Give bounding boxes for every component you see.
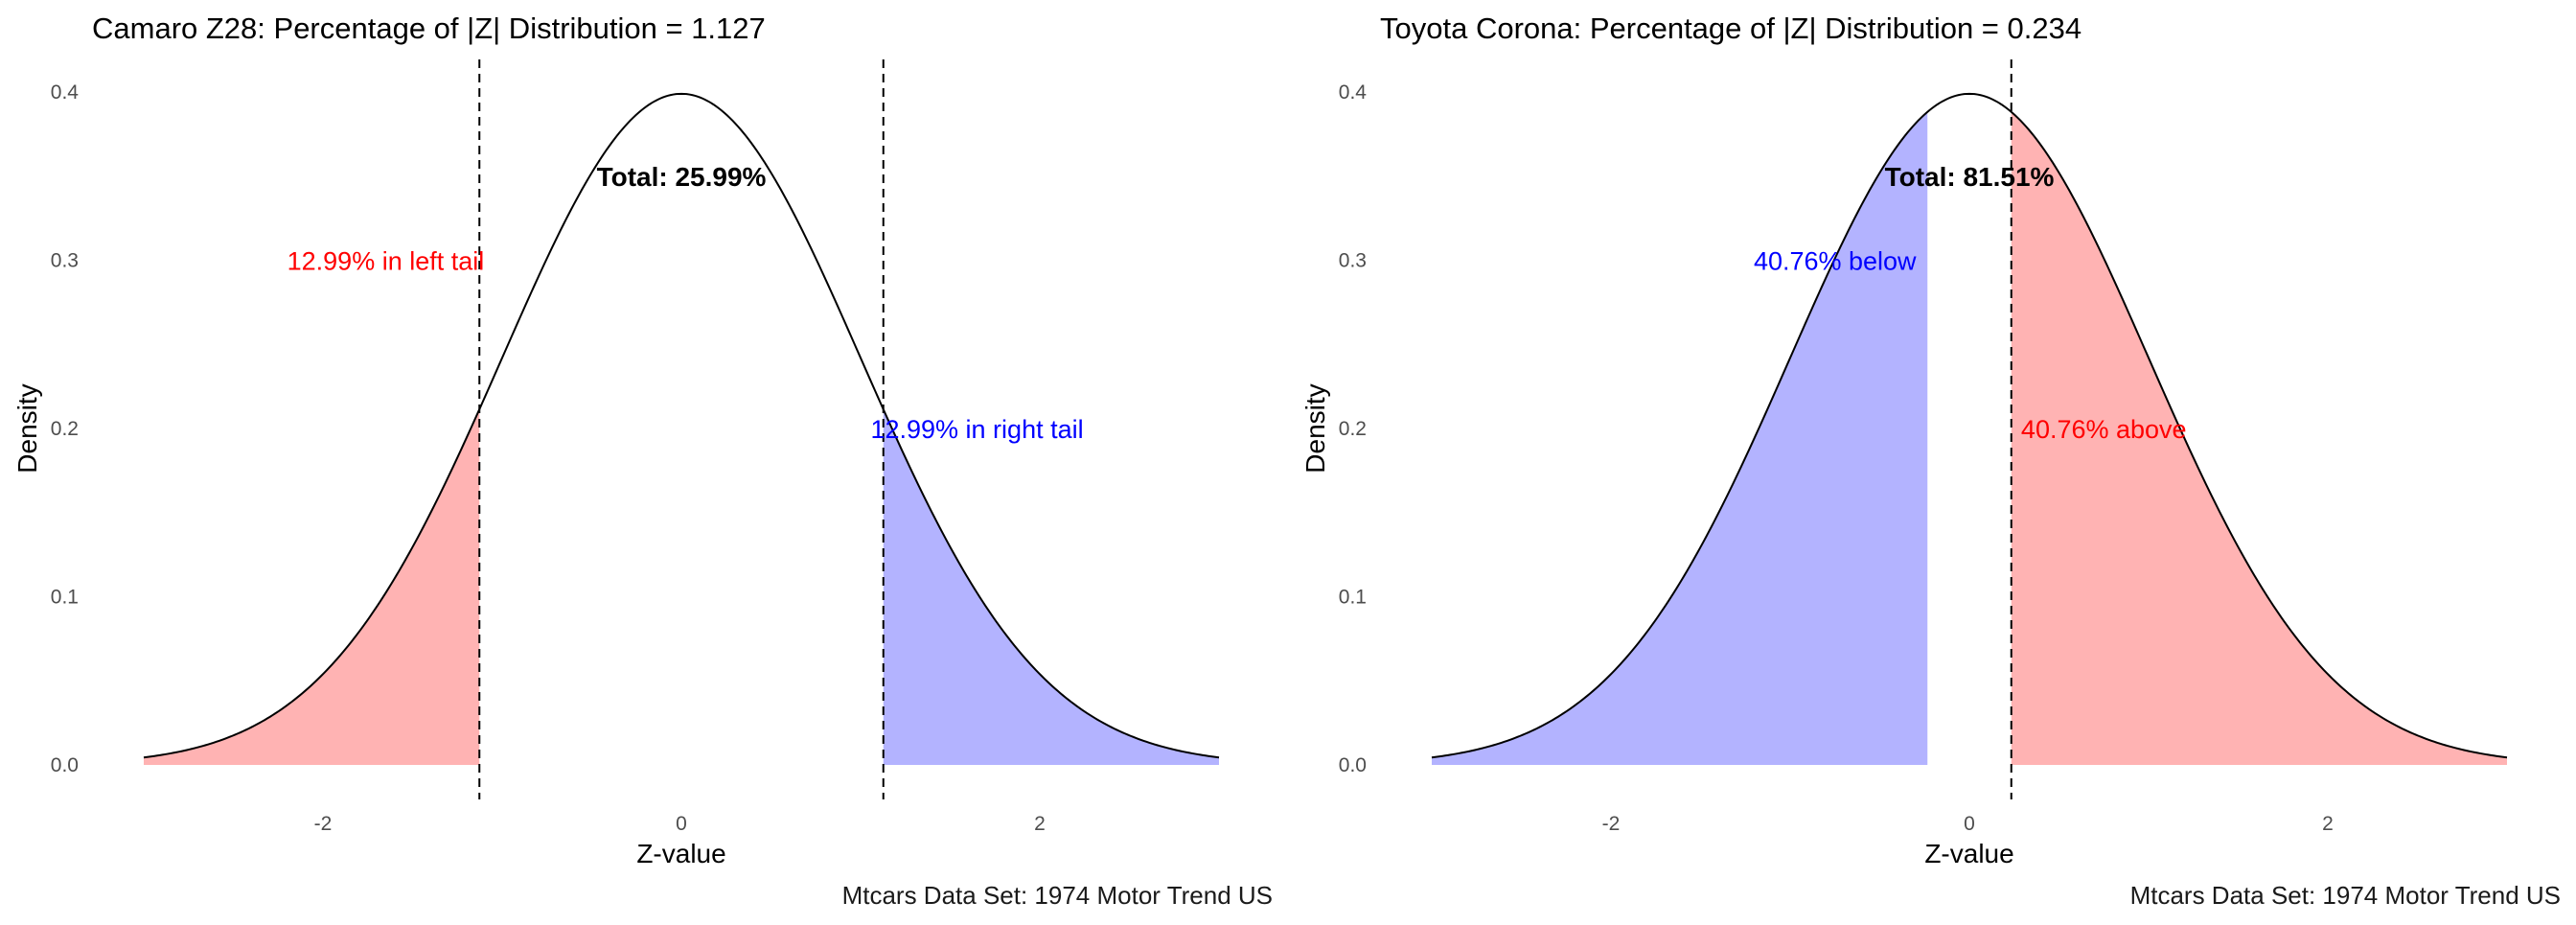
density-curve [143, 92, 1220, 759]
y-tick-label: 0.3 [1339, 250, 1367, 272]
shaded-region-2 [883, 408, 1219, 765]
chart-panel-1 [143, 59, 1220, 799]
y-axis-title: Density [1300, 383, 1330, 473]
y-tick-label: 0.3 [51, 250, 79, 272]
y-axis-title: Density [12, 383, 42, 473]
chart-title: Camaro Z28: Percentage of |Z| Distributi… [92, 12, 766, 45]
tail-annotation: 12.99% in right tail [870, 415, 1083, 444]
y-tick-label: 0.2 [51, 418, 79, 440]
y-tick-label: 0.4 [51, 81, 80, 104]
density-curve [1431, 92, 2508, 759]
total-annotation: Total: 25.99% [597, 162, 767, 192]
y-tick-label: 0.0 [51, 754, 79, 776]
x-tick-label: 0 [676, 813, 687, 835]
x-tick-label: 2 [1034, 813, 1046, 835]
chart-caption: Mtcars Data Set: 1974 Motor Trend US [842, 881, 1273, 910]
y-tick-label: 0.1 [1339, 587, 1367, 609]
shaded-region-1 [144, 408, 480, 765]
y-tick-label: 0.4 [1339, 81, 1368, 104]
y-tick-label: 0.2 [1339, 418, 1367, 440]
x-tick-label: 2 [2322, 813, 2334, 835]
chart-panel-2 [1431, 59, 2508, 799]
total-annotation: Total: 81.51% [1885, 162, 2055, 192]
x-tick-label: -2 [1602, 813, 1621, 835]
x-axis-title: Z-value [636, 839, 725, 868]
y-tick-label: 0.0 [1339, 754, 1367, 776]
shaded-region-2 [2011, 111, 2507, 765]
chart-caption: Mtcars Data Set: 1974 Motor Trend US [2130, 881, 2561, 910]
shaded-region-1 [1432, 111, 1928, 765]
tail-annotation: 12.99% in left tail [288, 247, 485, 276]
x-axis-title: Z-value [1924, 839, 2013, 868]
tail-annotation: 40.76% above [2021, 415, 2187, 444]
chart-title: Toyota Corona: Percentage of |Z| Distrib… [1380, 12, 2082, 45]
x-tick-label: -2 [314, 813, 333, 835]
x-tick-label: 0 [1964, 813, 1975, 835]
tail-annotation: 40.76% below [1754, 247, 1917, 276]
y-tick-label: 0.1 [51, 587, 79, 609]
